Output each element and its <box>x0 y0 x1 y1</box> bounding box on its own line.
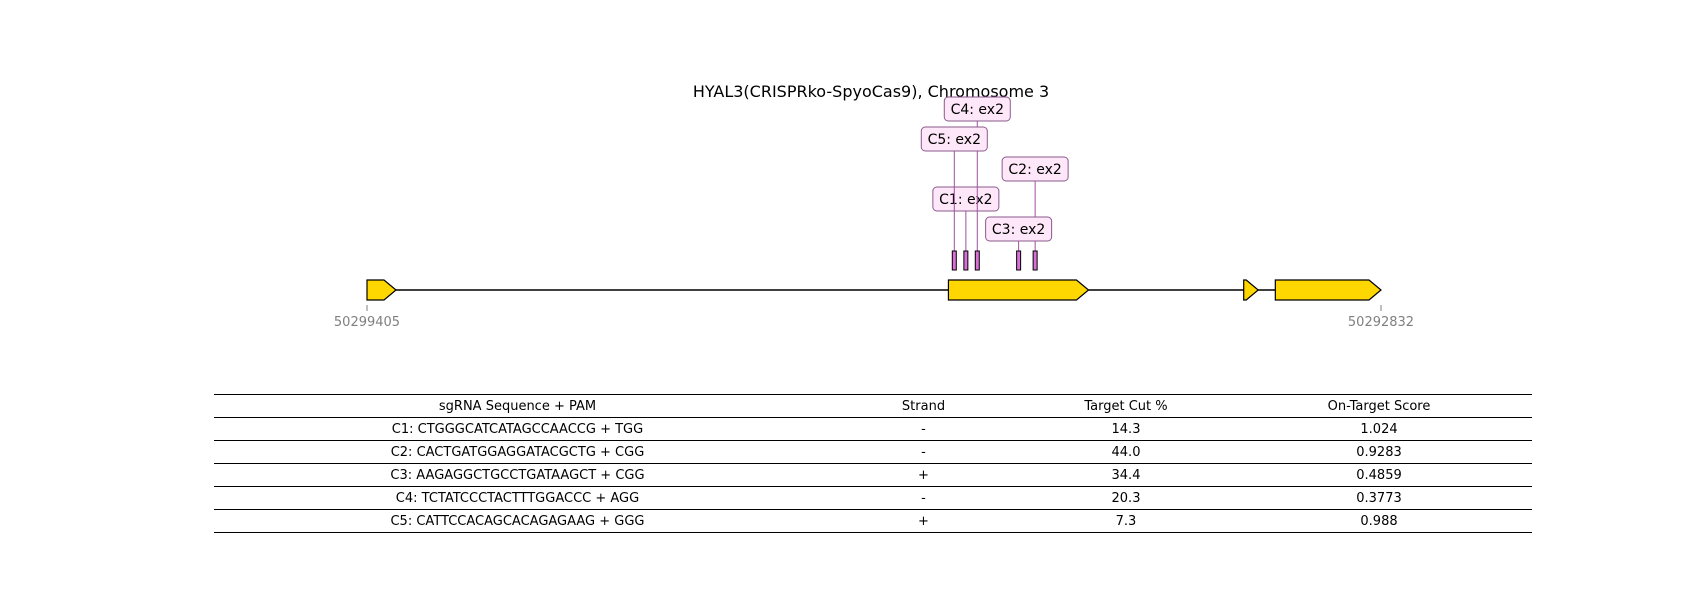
cell-on-target-score: 0.988 <box>1226 509 1532 533</box>
cell-sequence: C5: CATTCCACAGCACAGAGAAG + GGG <box>214 509 821 533</box>
cell-sequence: C2: CACTGATGGAGGATACGCTG + CGG <box>214 440 821 464</box>
table-row: C1: CTGGGCATCATAGCCAACCG + TGG - 14.3 1.… <box>214 417 1532 441</box>
cell-cut-percent: 7.3 <box>1026 509 1226 533</box>
cell-cut-percent: 34.4 <box>1026 463 1226 487</box>
gene-track: C1: ex2 C2: ex2 C3: ex2 C4: ex2 C5: ex2 5029… <box>334 96 1414 330</box>
cell-on-target-score: 0.9283 <box>1226 440 1532 464</box>
exons-group <box>366 279 1382 301</box>
guide-label-box-c3 <box>985 216 1053 242</box>
guide-marker-c3 <box>1016 250 1022 271</box>
cell-cut-percent: 44.0 <box>1026 440 1226 464</box>
end-coordinate-label: 50292832 <box>1348 315 1414 330</box>
exon-4 <box>1274 279 1382 301</box>
cell-strand: + <box>821 509 1026 533</box>
guide-label-box-c2 <box>1001 156 1069 182</box>
table-row: C2: CACTGATGGAGGATACGCTG + CGG - 44.0 0.… <box>214 440 1532 464</box>
guides-group: C1: ex2 C2: ex2 C3: ex2 C4: ex2 C5: ex2 <box>920 96 1069 271</box>
figure-title: HYAL3(CRISPRko-SpyoCas9), Chromosome 3 <box>692 82 1050 101</box>
exon-2 <box>947 279 1090 301</box>
column-header-on-target-score: On-Target Score <box>1226 394 1532 418</box>
guide-marker-c2 <box>1032 250 1038 271</box>
guide-label-box-c4 <box>943 96 1011 122</box>
cell-on-target-score: 1.024 <box>1226 417 1532 441</box>
table-row: C5: CATTCCACAGCACAGAGAAG + GGG + 7.3 0.9… <box>214 509 1532 533</box>
guide-label-box-c5 <box>920 126 988 152</box>
cell-sequence: C3: AAGAGGCTGCCTGATAAGCT + CGG <box>214 463 821 487</box>
guide-label-c5: C5: ex2 <box>928 132 981 148</box>
cell-sequence: C1: CTGGGCATCATAGCCAACCG + TGG <box>214 417 821 441</box>
guide-marker-c1 <box>963 250 969 271</box>
cell-strand: - <box>821 486 1026 510</box>
column-header-sequence: sgRNA Sequence + PAM <box>214 394 821 418</box>
column-header-strand: Strand <box>821 394 1026 418</box>
table-header-row: sgRNA Sequence + PAM Strand Target Cut %… <box>214 394 1532 418</box>
cell-on-target-score: 0.3773 <box>1226 486 1532 510</box>
sgrna-table: sgRNA Sequence + PAM Strand Target Cut %… <box>214 394 1532 533</box>
table-row: C3: AAGAGGCTGCCTGATAAGCT + CGG + 34.4 0.… <box>214 463 1532 487</box>
cell-cut-percent: 14.3 <box>1026 417 1226 441</box>
start-coordinate-label: 50299405 <box>334 315 400 330</box>
guide-label-box-c1 <box>932 186 1000 212</box>
cell-on-target-score: 0.4859 <box>1226 463 1532 487</box>
cell-cut-percent: 20.3 <box>1026 486 1226 510</box>
guide-marker-c4 <box>974 250 980 271</box>
cell-strand: - <box>821 417 1026 441</box>
cell-strand: + <box>821 463 1026 487</box>
exon-3 <box>1243 279 1260 301</box>
exon-1 <box>366 279 397 301</box>
guide-label-c4: C4: ex2 <box>951 102 1004 118</box>
table-row: C4: TCTATCCCTACTTTGGACCC + AGG - 20.3 0.… <box>214 486 1532 510</box>
cell-sequence: C4: TCTATCCCTACTTTGGACCC + AGG <box>214 486 821 510</box>
column-header-cut-percent: Target Cut % <box>1026 394 1226 418</box>
guide-label-c1: C1: ex2 <box>939 192 992 208</box>
guide-label-c2: C2: ex2 <box>1008 162 1061 178</box>
cell-strand: - <box>821 440 1026 464</box>
guide-label-c3: C3: ex2 <box>992 222 1045 238</box>
guide-marker-c5 <box>951 250 957 271</box>
